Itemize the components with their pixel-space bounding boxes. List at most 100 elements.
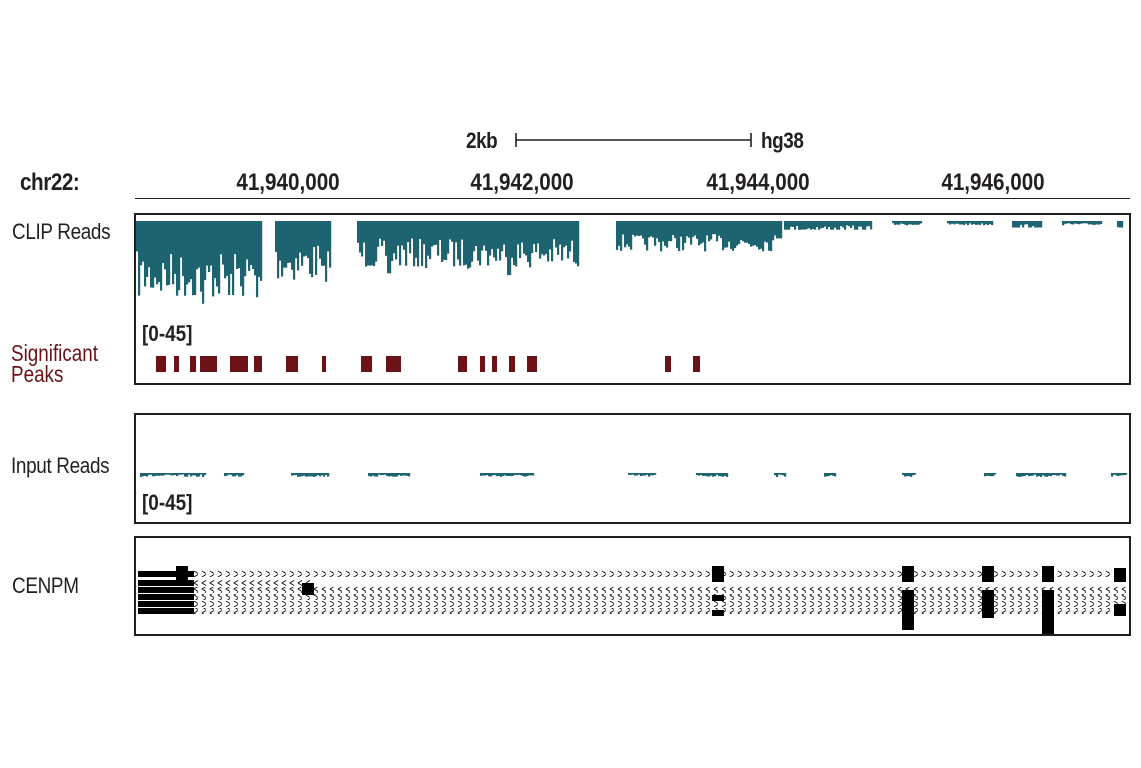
input-coverage-bar (1022, 473, 1025, 477)
input-coverage-bar (780, 473, 783, 475)
input-coverage-bar (512, 473, 515, 476)
input-coverage-bar (240, 473, 243, 477)
clip-coverage-bar (449, 221, 452, 240)
input-coverage-bar (309, 473, 312, 477)
clip-coverage-bar (395, 221, 398, 260)
clip-coverage-bar (545, 221, 548, 254)
scale-bar-size-label: 2kb (466, 128, 498, 153)
gene-track-label: CENPM (12, 573, 79, 598)
clip-coverage-bar (987, 221, 990, 225)
clip-coverage-bar (955, 221, 958, 224)
input-coverage-bar (406, 473, 409, 476)
clip-coverage-bar (405, 221, 408, 266)
clip-coverage-bar (648, 221, 651, 238)
clip-coverage-bar (965, 221, 968, 224)
input-coverage-bar (230, 473, 233, 475)
significant-peak (458, 356, 467, 372)
clip-coverage-bar (144, 221, 147, 287)
clip-coverage-bar (289, 221, 292, 263)
input-coverage-bar (828, 473, 831, 476)
clip-coverage-bar (279, 221, 282, 261)
clip-coverage-bar (495, 221, 498, 261)
clip-coverage-bar (389, 221, 392, 274)
input-coverage-bar (402, 473, 405, 476)
clip-coverage-bar (190, 221, 193, 280)
clip-coverage-bar (473, 221, 476, 252)
input-coverage-bar (496, 473, 499, 476)
clip-coverage-bar (567, 221, 570, 259)
input-coverage-bar (176, 473, 179, 477)
clip-coverage-bar (551, 221, 554, 262)
clip-coverage-bar (375, 221, 378, 262)
transcript-exon (176, 566, 188, 582)
clip-coverage-bar (820, 221, 823, 229)
input-coverage-bar (1111, 473, 1114, 477)
clip-coverage-bar (1064, 221, 1067, 224)
clip-coverage-bar (521, 221, 524, 243)
clip-coverage-bar (148, 221, 151, 268)
clip-coverage-bar (319, 221, 322, 259)
axis-tick-label: 41,944,000 (706, 169, 810, 196)
input-coverage-bar (323, 473, 326, 477)
clip-coverage-bar (457, 221, 460, 260)
input-coverage-bar (914, 473, 917, 475)
input-coverage-bar (234, 473, 237, 477)
input-coverage-bar (321, 473, 324, 476)
clip-coverage-bar (908, 221, 911, 225)
clip-coverage-bar (770, 221, 773, 252)
clip-coverage-bar (142, 221, 145, 262)
clip-coverage-bar (238, 221, 241, 268)
clip-coverage-bar (379, 221, 382, 239)
clip-coverage-bar (527, 221, 530, 262)
clip-coverage-bar (650, 221, 653, 237)
clip-coverage-bar (1020, 221, 1023, 225)
input-coverage-bar (144, 473, 147, 476)
input-coverage-bar (1123, 473, 1126, 476)
clip-coverage-bar (260, 221, 263, 281)
clip-coverage-bar (403, 221, 406, 250)
clip-coverage-bar (654, 221, 657, 246)
clip-coverage-bar (1024, 221, 1027, 225)
input-coverage-bar (648, 473, 651, 477)
clip-coverage-bar (778, 221, 781, 239)
clip-coverage-bar (519, 221, 522, 259)
clip-coverage-bar (692, 221, 695, 237)
input-coverage-bar (293, 473, 296, 476)
clip-coverage-bar (967, 221, 970, 226)
transcript-exon (902, 610, 914, 630)
clip-coverage-bar (523, 221, 526, 254)
gene-model-track (138, 566, 1129, 634)
input-coverage-bar (164, 473, 167, 475)
clip-coverage-bar (626, 221, 629, 245)
clip-coverage-bar (1018, 221, 1021, 228)
input-coverage-bar (532, 473, 535, 476)
input-coverage-bar (646, 473, 649, 475)
input-coverage-bar (650, 473, 653, 476)
clip-coverage-bar (696, 221, 699, 239)
input-coverage-bar (198, 473, 201, 477)
clip-coverage-bar (912, 221, 915, 225)
transcript-exon (712, 595, 724, 601)
clip-coverage-bar (188, 221, 191, 283)
clip-coverage-bar (963, 221, 966, 225)
clip-coverage-bar (746, 221, 749, 243)
clip-coverage-bar (748, 221, 751, 244)
clip-coverage-bar (208, 221, 211, 272)
input-coverage-bar (1062, 473, 1065, 476)
clip-coverage-bar (509, 221, 512, 276)
clip-coverage-bar (162, 221, 165, 264)
input-coverage-bar (226, 473, 229, 476)
clip-coverage-bar (152, 221, 155, 288)
clip-coverage-bar (168, 221, 171, 285)
clip-coverage-bar (868, 221, 871, 227)
input-coverage-bar (291, 473, 294, 476)
clip-coverage-bar (555, 221, 558, 248)
clip-coverage-bar (218, 221, 221, 294)
clip-coverage-bar (668, 221, 671, 241)
clip-coverage-bar (491, 221, 494, 250)
clip-coverage-bar (646, 221, 649, 251)
clip-coverage-bar (866, 221, 869, 227)
clip-coverage-bar (758, 221, 761, 250)
chromosome-label: chr22: (20, 169, 80, 196)
input-coverage-bar (1121, 473, 1124, 476)
